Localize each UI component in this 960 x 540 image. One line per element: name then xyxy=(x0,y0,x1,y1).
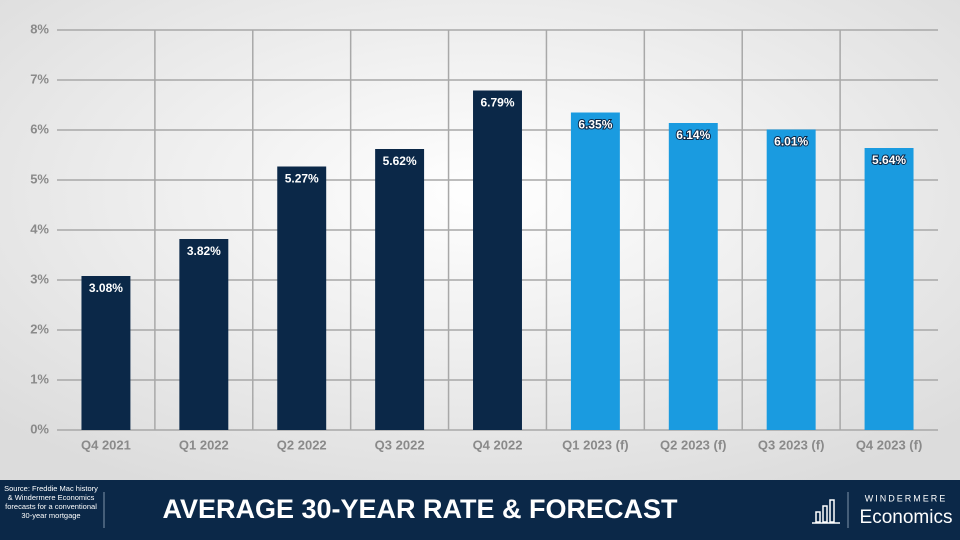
value-label: 3.82% xyxy=(187,244,221,258)
slide-title: AVERAGE 30-YEAR RATE & FORECAST xyxy=(162,494,678,524)
value-label: 5.27% xyxy=(285,172,319,186)
y-tick-label: 6% xyxy=(30,121,49,136)
bar xyxy=(766,129,816,430)
x-tick-label: Q4 2021 xyxy=(81,437,131,452)
y-tick-label: 0% xyxy=(30,421,49,436)
source: Source: Freddie Mac history & Windermere… xyxy=(4,484,98,520)
bar xyxy=(179,239,229,430)
y-tick-label: 7% xyxy=(30,71,49,86)
source-box: Source: Freddie Mac history & Windermere… xyxy=(4,484,98,520)
bar xyxy=(668,123,718,430)
value-label: 5.64% xyxy=(872,153,906,167)
bar xyxy=(864,148,914,430)
value-label: 6.01% xyxy=(774,135,808,149)
footer xyxy=(0,480,960,540)
x-tick-label: Q4 2022 xyxy=(473,437,523,452)
bar xyxy=(81,276,131,430)
brand: WINDERMERE xyxy=(865,493,948,503)
x-tick-label: Q3 2023 (f) xyxy=(758,437,824,452)
x-tick-label: Q2 2022 xyxy=(277,437,327,452)
x-tick-label: Q2 2023 (f) xyxy=(660,437,726,452)
y-tick-label: 2% xyxy=(30,321,49,336)
bar xyxy=(570,112,620,430)
brand-sub: Economics xyxy=(860,507,953,528)
y-tick-label: 1% xyxy=(30,371,49,386)
value-label: 6.35% xyxy=(578,118,612,132)
logo-icon xyxy=(812,499,840,524)
value-label: 6.14% xyxy=(676,128,710,142)
value-label: 3.08% xyxy=(89,281,123,295)
x-tick-label: Q1 2023 (f) xyxy=(562,437,628,452)
value-label: 6.79% xyxy=(480,96,514,110)
x-tick-label: Q3 2022 xyxy=(375,437,425,452)
y-tick-label: 8% xyxy=(30,21,49,36)
y-tick-label: 5% xyxy=(30,171,49,186)
value-label: 5.62% xyxy=(383,154,417,168)
bar xyxy=(473,90,522,430)
x-tick-label: Q1 2022 xyxy=(179,437,229,452)
bar xyxy=(375,149,425,430)
x-tick-label: Q4 2023 (f) xyxy=(856,437,922,452)
bar xyxy=(277,166,327,430)
y-tick-label: 3% xyxy=(30,271,49,286)
y-tick-label: 4% xyxy=(30,221,49,236)
